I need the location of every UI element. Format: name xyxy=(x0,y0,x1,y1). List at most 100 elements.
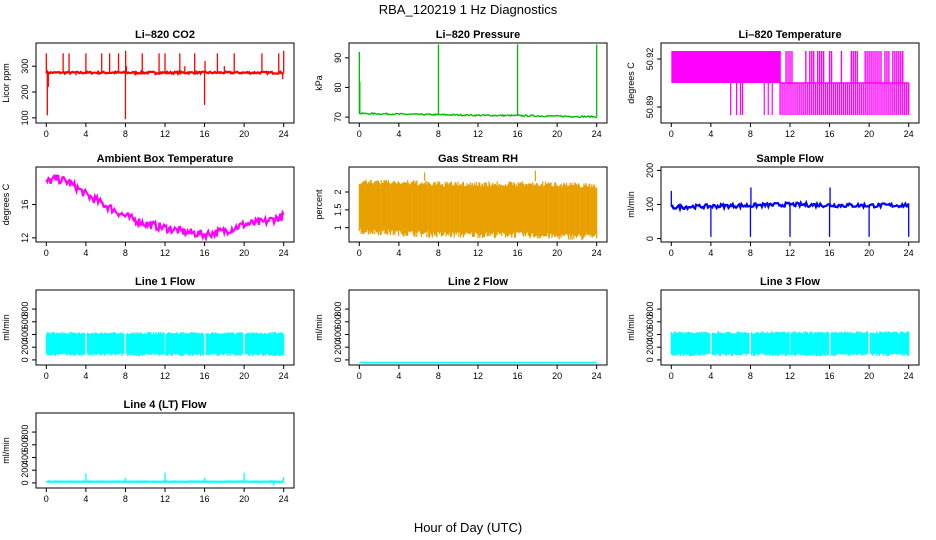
series-licor_temp xyxy=(671,51,910,115)
x-tick-label: 4 xyxy=(708,248,713,258)
panel-line4: Line 4 (LT) Flow ml/min 0 4 8 12 16 20 24 0 200400… xyxy=(1,399,295,504)
y-tick-label: 1.5 xyxy=(333,204,343,217)
x-tick-label: 4 xyxy=(396,129,401,139)
x-tick-label: 16 xyxy=(200,494,210,504)
x-tick-label: 12 xyxy=(160,371,170,381)
y-tick-label: 800 xyxy=(333,302,343,317)
y-tick-label: 200 xyxy=(20,463,30,478)
y-tick-label: 200 xyxy=(645,340,655,355)
x-tick-label: 16 xyxy=(200,248,210,258)
x-tick-label: 8 xyxy=(123,371,128,381)
panel-title: Sample Flow xyxy=(756,153,824,165)
x-tick-label: 16 xyxy=(825,129,835,139)
panel-title: Li–820 CO2 xyxy=(135,29,195,41)
series-rh xyxy=(358,170,598,241)
y-tick-label: 200 xyxy=(20,85,30,100)
panel-line1: Line 1 Flow ml/min 0 4 8 12 16 20 24 0 20040060080… xyxy=(1,276,295,381)
x-tick-label: 12 xyxy=(160,129,170,139)
y-axis-label: ml/min xyxy=(626,314,636,341)
x-tick-label: 20 xyxy=(552,371,562,381)
x-tick-label: 4 xyxy=(83,371,88,381)
y-tick-label: 400 xyxy=(20,327,30,342)
y-tick-label: 0 xyxy=(333,357,343,362)
x-tick-label: 4 xyxy=(396,371,401,381)
x-tick-label: 8 xyxy=(748,129,753,139)
x-tick-label: 0 xyxy=(44,129,49,139)
x-tick-label: 16 xyxy=(825,371,835,381)
panel-title: Gas Stream RH xyxy=(438,153,518,165)
x-tick-label: 0 xyxy=(669,248,674,258)
figure-title: RBA_120219 1 Hz Diagnostics xyxy=(379,2,558,17)
y-tick-label: 1 xyxy=(333,225,343,230)
panel-line3: Line 3 Flow ml/min 0 4 8 12 16 20 24 0 20040060080… xyxy=(626,276,920,381)
x-tick-label: 20 xyxy=(239,371,249,381)
x-tick-label: 24 xyxy=(279,129,289,139)
x-tick-label: 12 xyxy=(785,248,795,258)
x-tick-label: 20 xyxy=(552,129,562,139)
panel-title: Line 3 Flow xyxy=(760,276,820,288)
x-tick-label: 8 xyxy=(748,248,753,258)
y-tick-label: 0 xyxy=(20,480,30,485)
x-tick-label: 24 xyxy=(904,371,914,381)
x-tick-label: 24 xyxy=(592,371,602,381)
y-tick-label: 0 xyxy=(645,357,655,362)
x-tick-label: 20 xyxy=(239,494,249,504)
y-tick-label: 70 xyxy=(333,112,343,122)
x-tick-label: 20 xyxy=(864,129,874,139)
y-axis-label: Licor ppm xyxy=(1,63,11,103)
y-tick-label: 800 xyxy=(20,425,30,440)
y-tick-label: 600 xyxy=(20,314,30,329)
x-tick-label: 20 xyxy=(239,248,249,258)
x-tick-label: 16 xyxy=(200,371,210,381)
x-tick-label: 16 xyxy=(200,129,210,139)
x-tick-label: 16 xyxy=(825,248,835,258)
y-tick-label: 600 xyxy=(20,437,30,452)
figure-xlabel: Hour of Day (UTC) xyxy=(414,520,522,535)
panel-title: Li–820 Temperature xyxy=(738,29,841,41)
series-line xyxy=(45,174,285,243)
plot-frame xyxy=(35,166,295,243)
x-tick-label: 16 xyxy=(513,248,523,258)
panel-licor_temp: Li–820 Temperature degrees C 0 4 8 12 16 20 24 50… xyxy=(626,29,920,139)
panel-sample_flow: Sample Flow ml/min 0 4 8 12 16 20 24 0 100 200 xyxy=(626,153,920,258)
y-tick-label: 400 xyxy=(20,450,30,465)
x-tick-label: 24 xyxy=(279,371,289,381)
x-tick-label: 0 xyxy=(669,129,674,139)
x-tick-label: 20 xyxy=(552,248,562,258)
x-tick-label: 4 xyxy=(83,129,88,139)
x-tick-label: 24 xyxy=(904,248,914,258)
panel-title: Line 4 (LT) Flow xyxy=(124,399,207,411)
x-tick-label: 24 xyxy=(279,494,289,504)
x-tick-label: 4 xyxy=(83,494,88,504)
x-tick-label: 8 xyxy=(748,371,753,381)
panel-title: Line 1 Flow xyxy=(135,276,195,288)
panel-rh: Gas Stream RH percent 0 4 8 12 16 20 24 1 1.5 2 xyxy=(314,153,608,258)
x-tick-label: 0 xyxy=(357,129,362,139)
x-tick-label: 12 xyxy=(785,371,795,381)
x-tick-label: 24 xyxy=(592,248,602,258)
panel-pressure: Li–820 Pressure kPa 0 4 8 12 16 20 24 70 80 90 xyxy=(314,29,608,139)
x-tick-label: 12 xyxy=(160,494,170,504)
x-tick-label: 24 xyxy=(279,248,289,258)
panel-line2: Line 2 Flow ml/min 0 4 8 12 16 20 24 0 20040060080… xyxy=(314,276,608,381)
y-axis-label: ml/min xyxy=(626,191,636,218)
y-axis-label: degrees C xyxy=(1,183,11,225)
x-tick-label: 8 xyxy=(123,248,128,258)
x-tick-label: 12 xyxy=(160,248,170,258)
x-tick-label: 4 xyxy=(708,371,713,381)
plot-frame xyxy=(348,42,608,124)
y-tick-label: 50.92 xyxy=(645,48,655,71)
x-tick-label: 20 xyxy=(239,129,249,139)
y-axis-label: percent xyxy=(314,189,324,220)
series-line xyxy=(358,111,597,119)
x-tick-label: 16 xyxy=(513,371,523,381)
panel-title: Ambient Box Temperature xyxy=(97,153,234,165)
x-tick-label: 12 xyxy=(785,129,795,139)
y-tick-label: 50.89 xyxy=(645,96,655,119)
y-tick-label: 200 xyxy=(20,340,30,355)
panel-title: Line 2 Flow xyxy=(448,276,508,288)
y-tick-label: 800 xyxy=(20,302,30,317)
x-tick-label: 4 xyxy=(396,248,401,258)
